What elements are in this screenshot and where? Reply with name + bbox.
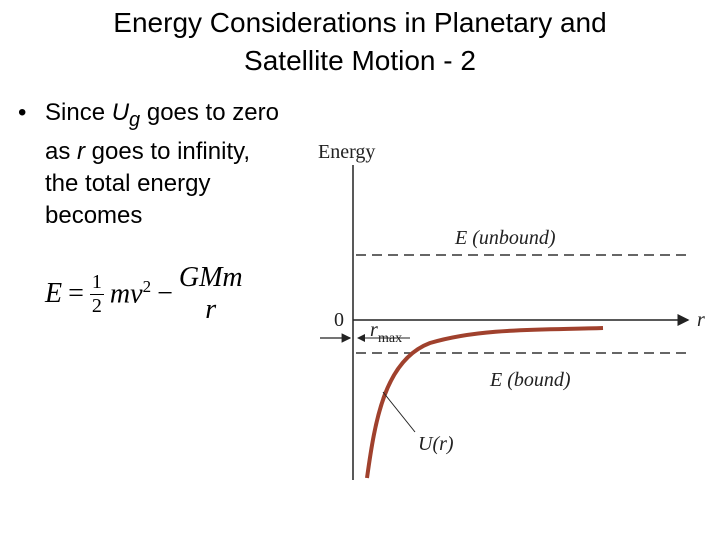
potential-curve xyxy=(365,326,604,479)
text: U xyxy=(111,99,130,126)
label: 0 xyxy=(334,309,344,331)
axis-label: Energy xyxy=(318,141,375,163)
text: g xyxy=(129,109,140,131)
text: goes to zero as xyxy=(45,99,279,165)
label: E (bound) xyxy=(489,369,571,391)
text: g xyxy=(129,108,141,131)
text: Since xyxy=(45,99,112,126)
denominator: r xyxy=(205,294,217,325)
text: r xyxy=(77,137,86,165)
leader-line xyxy=(382,391,416,433)
numerator: 1 xyxy=(89,270,104,295)
fraction: GMm r xyxy=(179,262,243,326)
numerator: GMm xyxy=(178,262,243,293)
symbol: E xyxy=(45,278,63,309)
exponent: 2 xyxy=(142,277,152,297)
bullet-text: Since Ug goes to zero as r goes to infin… xyxy=(45,97,290,232)
label: U(r) xyxy=(418,433,454,455)
bullet-dot: • xyxy=(18,99,27,126)
symbol: = xyxy=(68,278,84,309)
symbol: mv xyxy=(109,278,143,310)
term: mv2 xyxy=(110,277,151,310)
denominator: 2 xyxy=(91,294,102,317)
text: goes to infinity, the total energy becom… xyxy=(45,137,250,229)
axis-label: r xyxy=(697,309,705,331)
slide-title: Energy Considerations in Planetary and S… xyxy=(113,7,607,76)
label: max xyxy=(378,331,402,346)
label: E (unbound) xyxy=(454,227,556,249)
symbol: − xyxy=(157,278,173,309)
label: r xyxy=(370,319,378,341)
